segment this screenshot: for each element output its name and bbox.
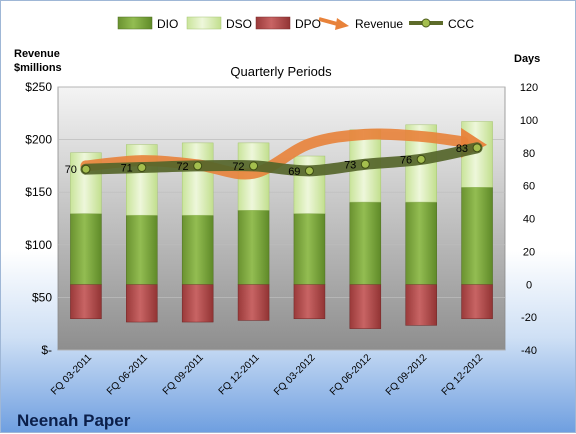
x-tick-label: FQ 06-2012	[328, 352, 374, 398]
ccc-data-label: 70	[65, 164, 77, 176]
legend: DIO DSO DPO Revenue CCC	[117, 16, 474, 31]
y-right-tick-label: 80	[523, 148, 535, 160]
y-right-tick-label: 40	[523, 214, 535, 226]
bar-dio	[349, 201, 382, 285]
bar-dio	[293, 213, 326, 285]
bar-dio	[461, 187, 493, 285]
x-tick-label: FQ 03-2012	[272, 352, 318, 398]
bar-dpo	[405, 284, 437, 326]
y-right-tick-label: 0	[526, 279, 532, 291]
y-left-tick-label: $50	[32, 290, 52, 304]
y-right-tick-label: 20	[523, 246, 535, 258]
ccc-data-label: 73	[344, 159, 356, 171]
y-left-tick-label: $150	[25, 185, 52, 199]
legend-revenue-label: Revenue	[355, 17, 403, 31]
chart-title: Quarterly Periods	[230, 64, 332, 79]
bar-dio	[237, 210, 270, 285]
y-right-tick-label: 100	[520, 115, 538, 127]
x-tick-label: FQ 06-2011	[105, 352, 150, 397]
bar-dso	[181, 142, 214, 216]
ccc-marker	[472, 143, 482, 153]
bar-dpo	[293, 284, 326, 320]
company-name: Neenah Paper	[17, 411, 131, 430]
bar-dpo	[237, 284, 270, 321]
bar-dio	[405, 201, 437, 285]
revenue-line	[80, 128, 469, 180]
bar-dso	[126, 144, 158, 216]
ccc-marker	[360, 159, 370, 169]
legend-dpo-label: DPO	[295, 17, 321, 31]
ccc-marker	[137, 163, 147, 173]
legend-dpo-swatch	[255, 16, 291, 30]
ccc-data-label: 83	[456, 143, 468, 155]
ccc-marker	[81, 164, 91, 174]
bar-dio	[126, 214, 158, 285]
y-right-tick-label: 60	[523, 181, 535, 193]
legend-dso-label: DSO	[226, 17, 252, 31]
legend-revenue-arrowhead	[335, 18, 349, 30]
ccc-marker	[304, 166, 314, 176]
ccc-data-label: 72	[176, 161, 188, 173]
x-tick-label: FQ 12-2011	[217, 352, 262, 397]
bar-dpo	[181, 284, 214, 323]
bar-dio	[181, 214, 214, 285]
ccc-line	[80, 142, 483, 177]
y-left-title-line2: $millions	[14, 62, 62, 74]
y-right-title: Days	[514, 53, 540, 65]
bar-dpo	[349, 284, 382, 329]
ccc-series: 70 71 72 72 69 73 76 83	[65, 142, 483, 178]
x-tick-label: FQ 09-2011	[161, 352, 206, 397]
legend-ccc-marker	[421, 18, 431, 28]
y-left-tick-label: $250	[25, 80, 52, 94]
bar-dpo	[461, 284, 493, 320]
y-left-tick-label: $200	[25, 133, 52, 147]
y-left-title-line1: Revenue	[14, 48, 60, 60]
y-left-tick-label: $-	[41, 343, 52, 357]
bar-dpo	[70, 284, 102, 320]
y-right-tick-label: 120	[520, 82, 538, 94]
legend-dio-label: DIO	[157, 17, 178, 31]
ccc-data-label: 71	[121, 163, 133, 175]
bar-dio	[70, 213, 102, 285]
x-tick-label: FQ 03-2011	[49, 352, 94, 397]
y-right-tick-label: -20	[521, 312, 537, 324]
legend-dso-swatch	[186, 16, 222, 30]
y-right-tick-label: -40	[521, 345, 537, 357]
legend-dio-swatch	[117, 16, 153, 30]
ccc-marker	[416, 154, 426, 164]
ccc-data-label: 76	[400, 154, 412, 166]
legend-ccc-label: CCC	[448, 17, 474, 31]
bar-dpo	[126, 284, 158, 323]
x-tick-label: FQ 09-2012	[384, 352, 430, 398]
ccc-marker	[249, 161, 259, 171]
ccc-marker	[193, 161, 203, 171]
x-tick-label: FQ 12-2012	[440, 352, 486, 398]
ccc-data-label: 69	[288, 166, 300, 178]
plot-area	[57, 86, 506, 351]
y-left-tick-label: $100	[25, 238, 52, 252]
ccc-data-label: 72	[232, 161, 244, 173]
